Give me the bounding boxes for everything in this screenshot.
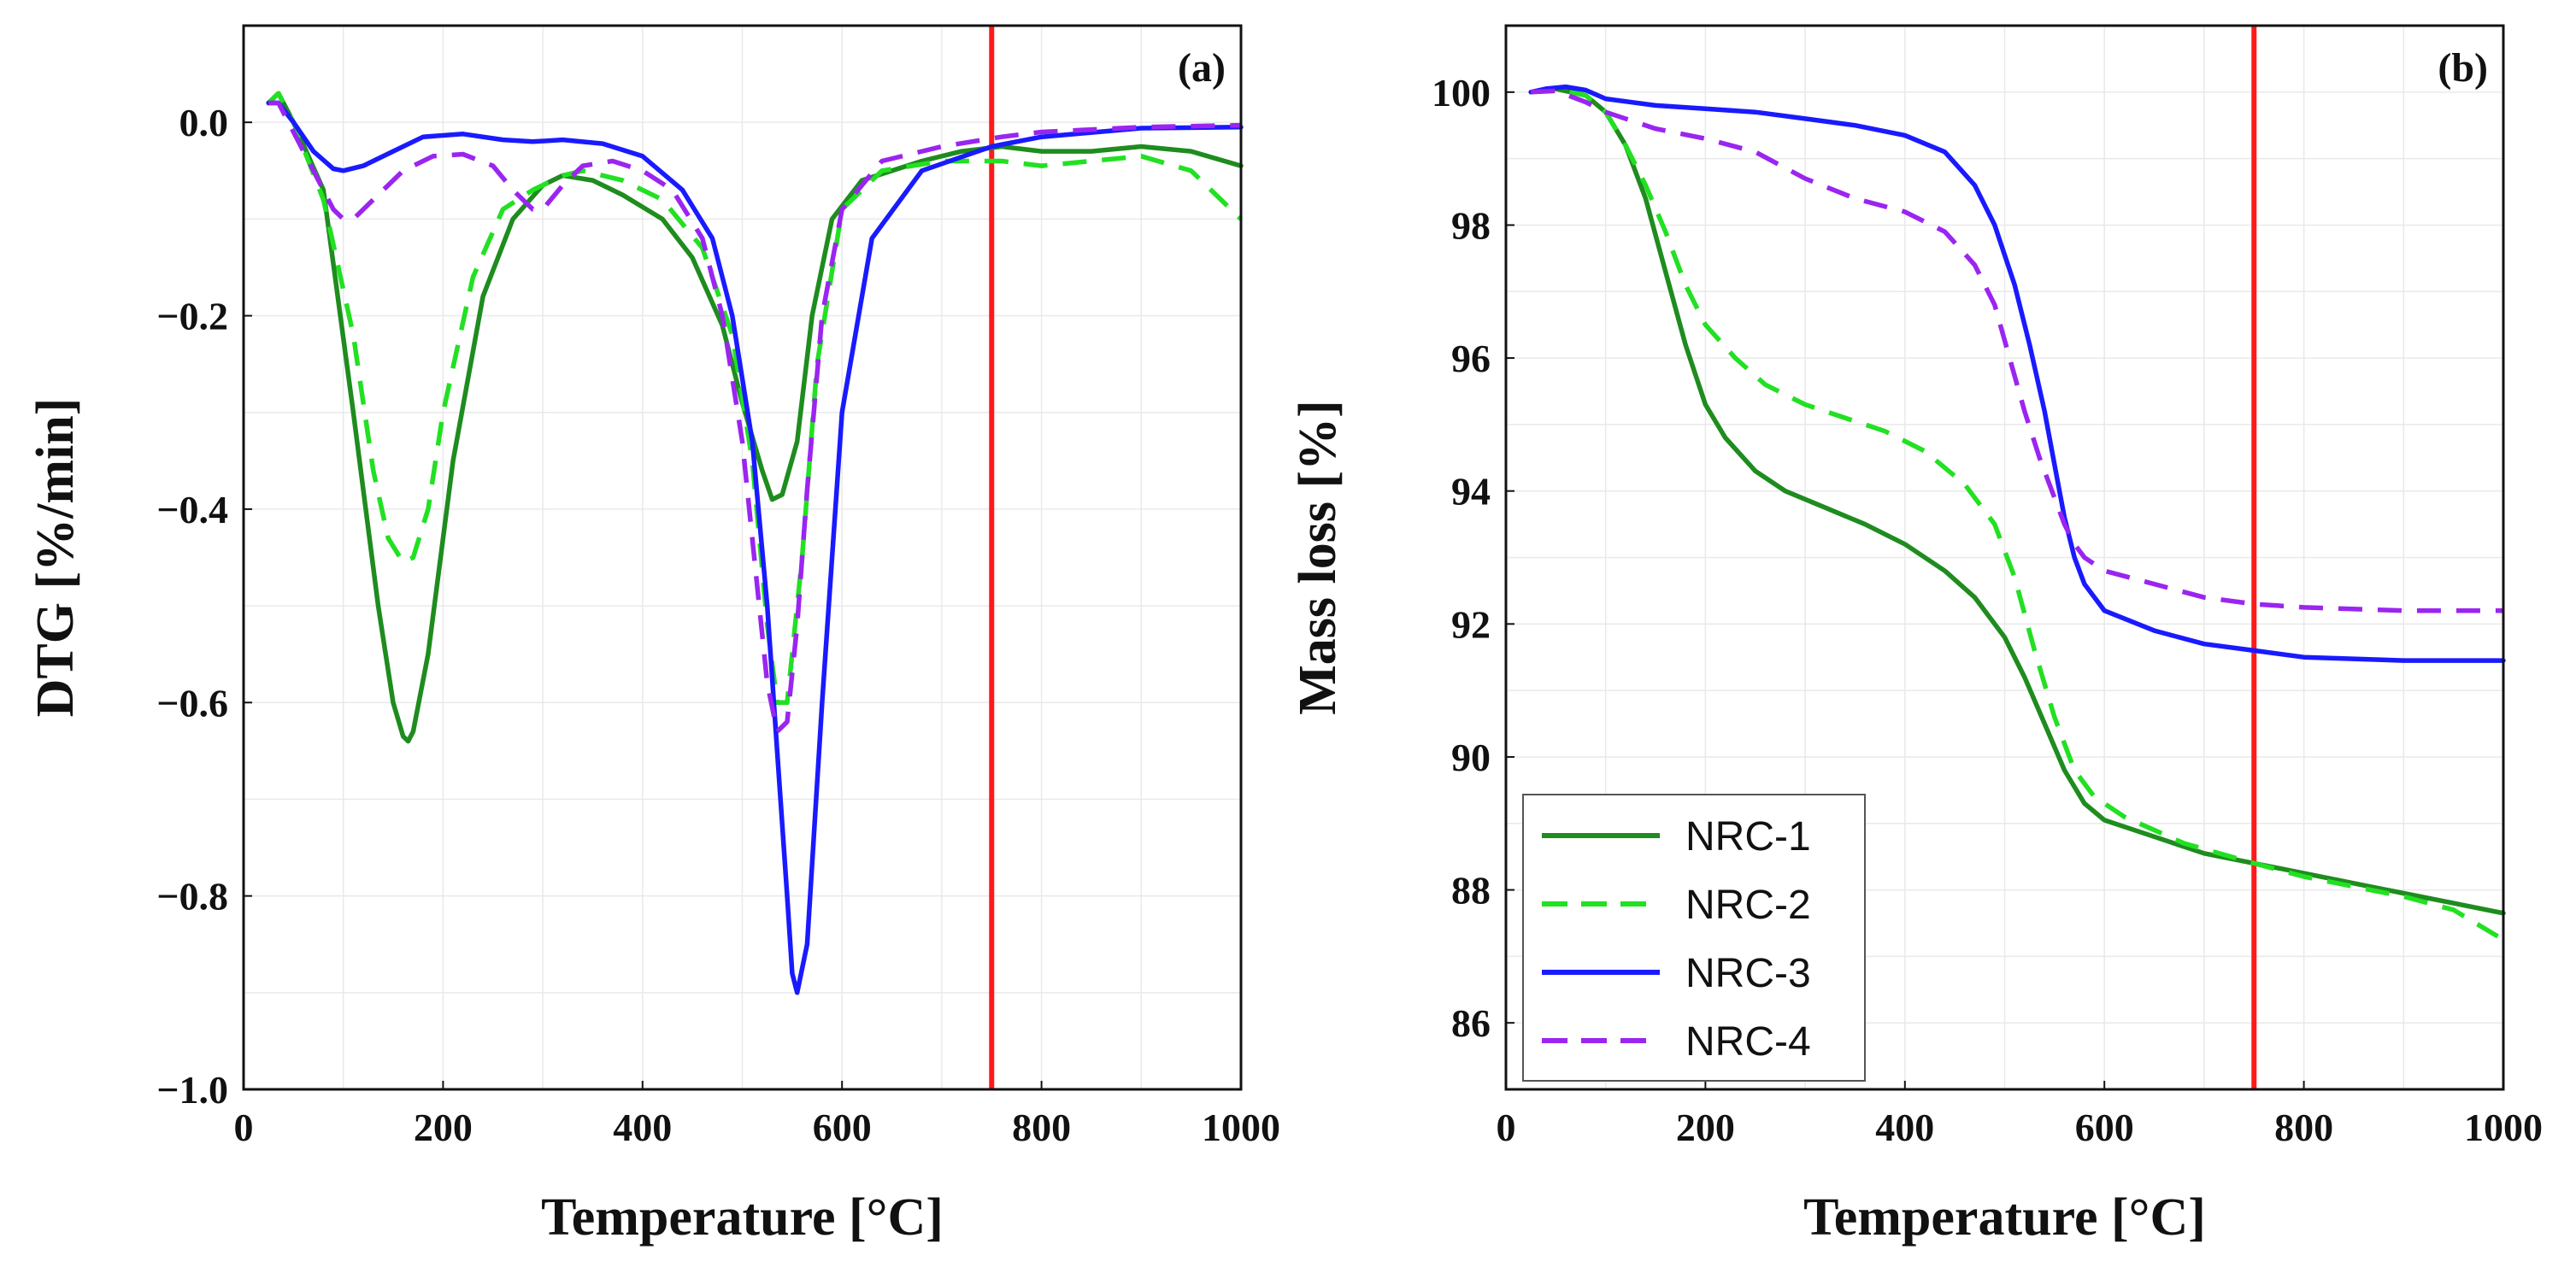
series-line-nrc-4: [268, 100, 1242, 734]
y-tick-label: 100: [1432, 71, 1491, 114]
x-tick-label: 0: [1497, 1106, 1516, 1149]
legend-box: [1522, 794, 1866, 1082]
legend: NRC-1 NRC-2 NRC-3 NRC-4: [1522, 794, 1866, 1082]
y-tick-label: −0.6: [156, 681, 228, 725]
grid-a: [243, 25, 1242, 1090]
x-tick-label: 200: [414, 1106, 473, 1149]
panel-label-b: (b): [2438, 45, 2488, 91]
series-line-nrc-3: [1528, 84, 2506, 663]
panel-a: 0 200 400 600 800 1000 0.0 −0.2 −0.4 −0.6 −0.8 −1.…: [26, 24, 1280, 1247]
y-tick-label: 92: [1451, 602, 1491, 646]
x-tick-label: 400: [613, 1106, 672, 1149]
y-tick-label: 96: [1451, 337, 1491, 380]
y-tick-label: −0.8: [156, 875, 228, 918]
y-ticks-a: 0.0 −0.2 −0.4 −0.6 −0.8 −1.0: [156, 101, 252, 1112]
x-tick-label: 0: [234, 1106, 254, 1149]
y-tick-label: −0.4: [156, 488, 228, 531]
y-tick-label: 88: [1451, 869, 1491, 912]
x-axis-title-a: Temperature [°C]: [541, 1188, 944, 1247]
y-tick-label: −1.0: [156, 1068, 228, 1112]
x-ticks-b: 0 200 400 600 800 1000: [1497, 1081, 2543, 1149]
y-axis-title-b: Mass loss [%]: [1289, 400, 1347, 715]
series-line-nrc-4: [1531, 88, 2503, 613]
y-tick-label: 90: [1451, 736, 1491, 779]
series-a: [266, 91, 1244, 995]
y-ticks-b: 86 88 90 92 94 96 98 100: [1432, 71, 1514, 1045]
legend-label-nrc-2: NRC-2: [1685, 883, 1811, 928]
plot-frame-b: [1504, 24, 2505, 1091]
x-tick-label: 200: [1676, 1106, 1735, 1149]
x-tick-label: 800: [2274, 1106, 2333, 1149]
legend-label-nrc-1: NRC-1: [1685, 814, 1811, 860]
series-line-nrc-2: [1530, 86, 2505, 942]
y-tick-label: 98: [1451, 203, 1491, 247]
x-tick-label: 400: [1875, 1106, 1934, 1149]
series-line-nrc-2: [267, 91, 1243, 706]
x-tick-label: 1000: [2464, 1106, 2543, 1149]
x-tick-label: 800: [1012, 1106, 1071, 1149]
legend-label-nrc-3: NRC-3: [1685, 951, 1811, 996]
panel-label-a: (a): [1178, 45, 1226, 91]
x-tick-label: 600: [2075, 1106, 2134, 1149]
legend-label-nrc-4: NRC-4: [1685, 1019, 1811, 1065]
series-b: [1528, 84, 2506, 942]
y-tick-label: −0.2: [156, 295, 228, 338]
y-tick-label: 94: [1451, 470, 1491, 513]
x-tick-label: 600: [813, 1106, 872, 1149]
y-axis-title-a: DTG [%/min]: [26, 398, 85, 718]
x-ticks-a: 0 200 400 600 800 1000: [234, 1081, 1280, 1149]
x-axis-title-b: Temperature [°C]: [1803, 1188, 2206, 1247]
y-tick-label: 0.0: [179, 101, 229, 144]
series-line-nrc-1: [266, 91, 1244, 744]
series-line-nrc-1: [1528, 86, 2506, 916]
x-tick-label: 1000: [1202, 1106, 1280, 1149]
series-line-nrc-3: [266, 100, 1244, 995]
plot-frame-a: [242, 24, 1243, 1091]
y-tick-label: 86: [1451, 1001, 1491, 1045]
